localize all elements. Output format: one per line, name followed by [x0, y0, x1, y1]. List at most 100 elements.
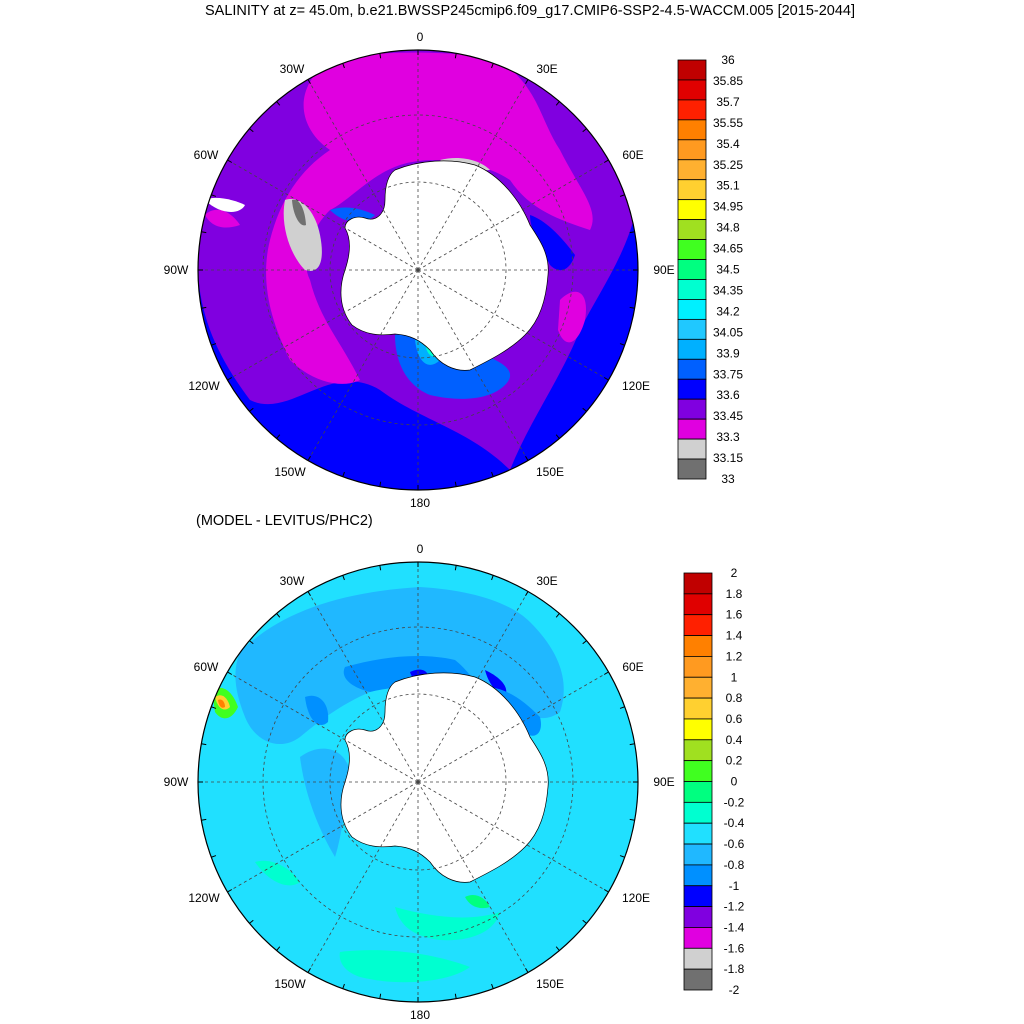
colorbar-label: 0.6: [726, 712, 743, 726]
lon-label-150e: 150E: [536, 465, 564, 479]
lon-tick: [342, 575, 345, 581]
lon-tick: [342, 471, 345, 477]
lon-tick: [525, 455, 529, 461]
lon-label-0: 0: [417, 542, 424, 556]
lon-tick: [454, 481, 457, 487]
lon-tick: [629, 231, 635, 234]
colorbar-box: [683, 697, 713, 720]
lon-tick: [211, 194, 217, 197]
lon-tick: [276, 434, 281, 439]
lon-tick: [525, 967, 529, 973]
salinity-map-panel: 0 30E 60E 90E 120E 150E 180 150W 120W 90…: [164, 30, 744, 510]
colorbar-label: 33.3: [716, 430, 740, 444]
colorbar-box: [677, 59, 707, 81]
difference-map-panel: 0 30E 60E 90E 120E 150E 180 150W 120W 90…: [0, 512, 1024, 1024]
colorbar-box: [677, 99, 707, 121]
lon-tick: [491, 471, 494, 477]
colorbar-box: [683, 614, 713, 636]
colorbar-label: 33.6: [716, 388, 740, 402]
lon-label-120e: 120E: [622, 891, 650, 905]
colorbar-box: [677, 378, 707, 400]
lon-tick: [227, 889, 233, 893]
lon-label-180: 180: [410, 496, 430, 510]
colorbar-box: [683, 635, 713, 657]
colorbar-label: -2: [729, 983, 740, 997]
colorbar-box: [677, 338, 707, 360]
lon-tick: [603, 377, 609, 381]
lon-tick: [201, 306, 207, 309]
colorbar-box: [677, 358, 707, 380]
colorbar-box: [677, 219, 707, 240]
lon-tick: [249, 128, 254, 133]
lon-label-90e: 90E: [653, 775, 674, 789]
colorbar-label: 0.4: [726, 733, 743, 747]
lon-tick: [582, 919, 587, 924]
colorbar-box: [677, 79, 707, 101]
lon-tick: [619, 855, 625, 858]
lon-tick: [582, 128, 587, 133]
lon-tick: [342, 983, 345, 989]
salinity-lon-labels: 0 30E 60E 90E 120E 150E 180 150W 120W 90…: [164, 30, 675, 510]
figure-title: SALINITY at z= 45.0m, b.e21.BWSSP245cmip…: [204, 3, 855, 19]
salinity-lon-ticks: [198, 50, 638, 490]
colorbar-box: [683, 655, 713, 678]
colorbar-box: [677, 199, 707, 221]
difference-graticule: [198, 562, 638, 1002]
lon-label-150w: 150W: [274, 465, 306, 479]
colorbar-box: [677, 279, 707, 300]
colorbar-label: 33.45: [713, 409, 743, 423]
colorbar-label: -1.4: [724, 920, 745, 934]
colorbar-label: 35.4: [716, 137, 740, 151]
lon-tick: [211, 343, 217, 346]
salinity-field: [198, 50, 638, 490]
difference-lon-labels: 0 30E 60E 90E 120E 150E 180 150W 120W 90…: [164, 542, 675, 1022]
lon-label-30e: 30E: [536, 62, 557, 76]
colorbar-box: [683, 739, 713, 762]
colorbar-label: 34.2: [716, 304, 740, 318]
lon-label-120e: 120E: [622, 379, 650, 393]
colorbar-box: [677, 418, 707, 440]
salinity-map-svg: 0 30E 60E 90E 120E 150E 180 150W 120W 90…: [164, 30, 744, 510]
lon-tick: [227, 159, 233, 163]
lon-tick: [249, 919, 254, 924]
lon-tick: [555, 946, 560, 951]
colorbar-label: 36: [721, 53, 735, 67]
lon-tick: [379, 53, 382, 59]
lon-tick: [201, 231, 207, 234]
lon-tick: [276, 946, 281, 951]
lon-tick: [379, 565, 382, 571]
colorbar-box: [677, 299, 707, 320]
colorbar-label: -1.8: [724, 962, 745, 976]
lon-tick: [227, 377, 233, 381]
lon-tick: [201, 818, 207, 821]
lon-label-60e: 60E: [622, 660, 643, 674]
lon-tick: [555, 101, 560, 106]
lon-label-60e: 60E: [622, 148, 643, 162]
colorbar-box: [683, 676, 713, 699]
lon-label-30e: 30E: [536, 574, 557, 588]
lon-tick: [603, 159, 609, 163]
colorbar-label: 35.1: [716, 179, 740, 193]
colorbar-label: 1: [731, 670, 738, 684]
lon-tick: [307, 79, 311, 85]
lon-label-120w: 120W: [188, 379, 220, 393]
colorbar-box: [683, 843, 713, 866]
colorbar-label: -0.2: [724, 795, 745, 809]
lon-label-90e: 90E: [653, 263, 674, 277]
colorbar-label: 33.75: [713, 367, 743, 381]
colorbar-label: -0.6: [724, 837, 745, 851]
colorbar-label: 35.55: [713, 116, 743, 130]
lon-label-150w: 150W: [274, 977, 306, 991]
colorbar-box: [683, 885, 713, 908]
lon-tick: [525, 591, 529, 597]
lon-tick: [603, 889, 609, 893]
lon-tick: [582, 640, 587, 645]
colorbar-label: 33.9: [716, 346, 740, 360]
colorbar-label: -1.2: [724, 900, 745, 914]
colorbar-box: [677, 259, 707, 280]
lon-tick: [582, 407, 587, 412]
colorbar-label: 1.6: [726, 608, 743, 622]
lon-tick: [629, 818, 635, 821]
colorbar-label: -1.6: [724, 941, 745, 955]
colorbar-box: [677, 179, 707, 201]
